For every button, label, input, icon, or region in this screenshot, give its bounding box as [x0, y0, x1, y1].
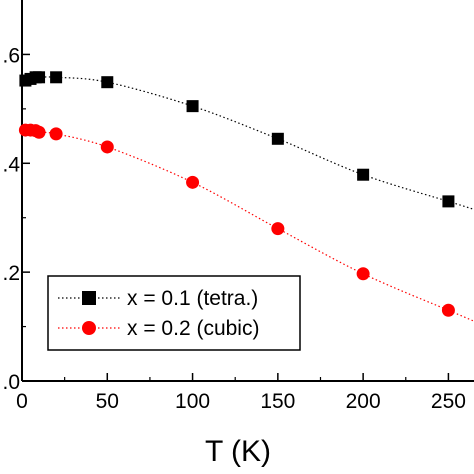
y-tick-label: .2 [2, 262, 20, 285]
legend-marker-series-1 [82, 291, 96, 305]
data-point-series-1 [357, 168, 370, 181]
x-tick-label: 250 [431, 390, 466, 413]
data-point-series-1 [271, 132, 284, 145]
data-point-series-2 [100, 140, 114, 154]
plot-frame [21, 0, 474, 382]
data-marks [18, 71, 455, 317]
legend: x = 0.1 (tetra.) x = 0.2 (cubic) [47, 275, 301, 351]
data-point-series-1 [33, 71, 46, 84]
data-point-series-1 [186, 100, 199, 113]
x-tick-label: 150 [260, 390, 295, 413]
x-tick-label: 0 [16, 390, 28, 413]
x-tick-label: 100 [175, 390, 210, 413]
x-tick-label: 200 [346, 390, 381, 413]
y-tick-label: .0 [2, 371, 20, 394]
data-point-series-2 [186, 175, 200, 189]
legend-label-series-1: x = 0.1 (tetra.) [127, 287, 258, 310]
y-tick-label: .4 [2, 153, 20, 176]
data-point-series-1 [50, 71, 63, 84]
x-tick-label: 50 [96, 390, 119, 413]
data-point-series-2 [356, 267, 370, 281]
x-axis-label: T (K) [205, 435, 271, 468]
fit-curve-series-1 [25, 76, 474, 210]
data-point-series-2 [49, 127, 63, 141]
legend-marker-series-2 [82, 321, 96, 335]
axis-ticks: 0 50 100 150 200 250 .0 .2 .4 .6 [2, 44, 465, 413]
legend-box [47, 275, 301, 351]
data-point-series-2 [441, 303, 455, 317]
data-point-series-2 [32, 125, 46, 139]
legend-label-series-2: x = 0.2 (cubic) [127, 317, 259, 340]
data-point-series-1 [101, 76, 114, 89]
y-tick-label: .6 [2, 44, 20, 67]
data-point-series-1 [442, 195, 455, 208]
data-point-series-2 [271, 222, 285, 236]
